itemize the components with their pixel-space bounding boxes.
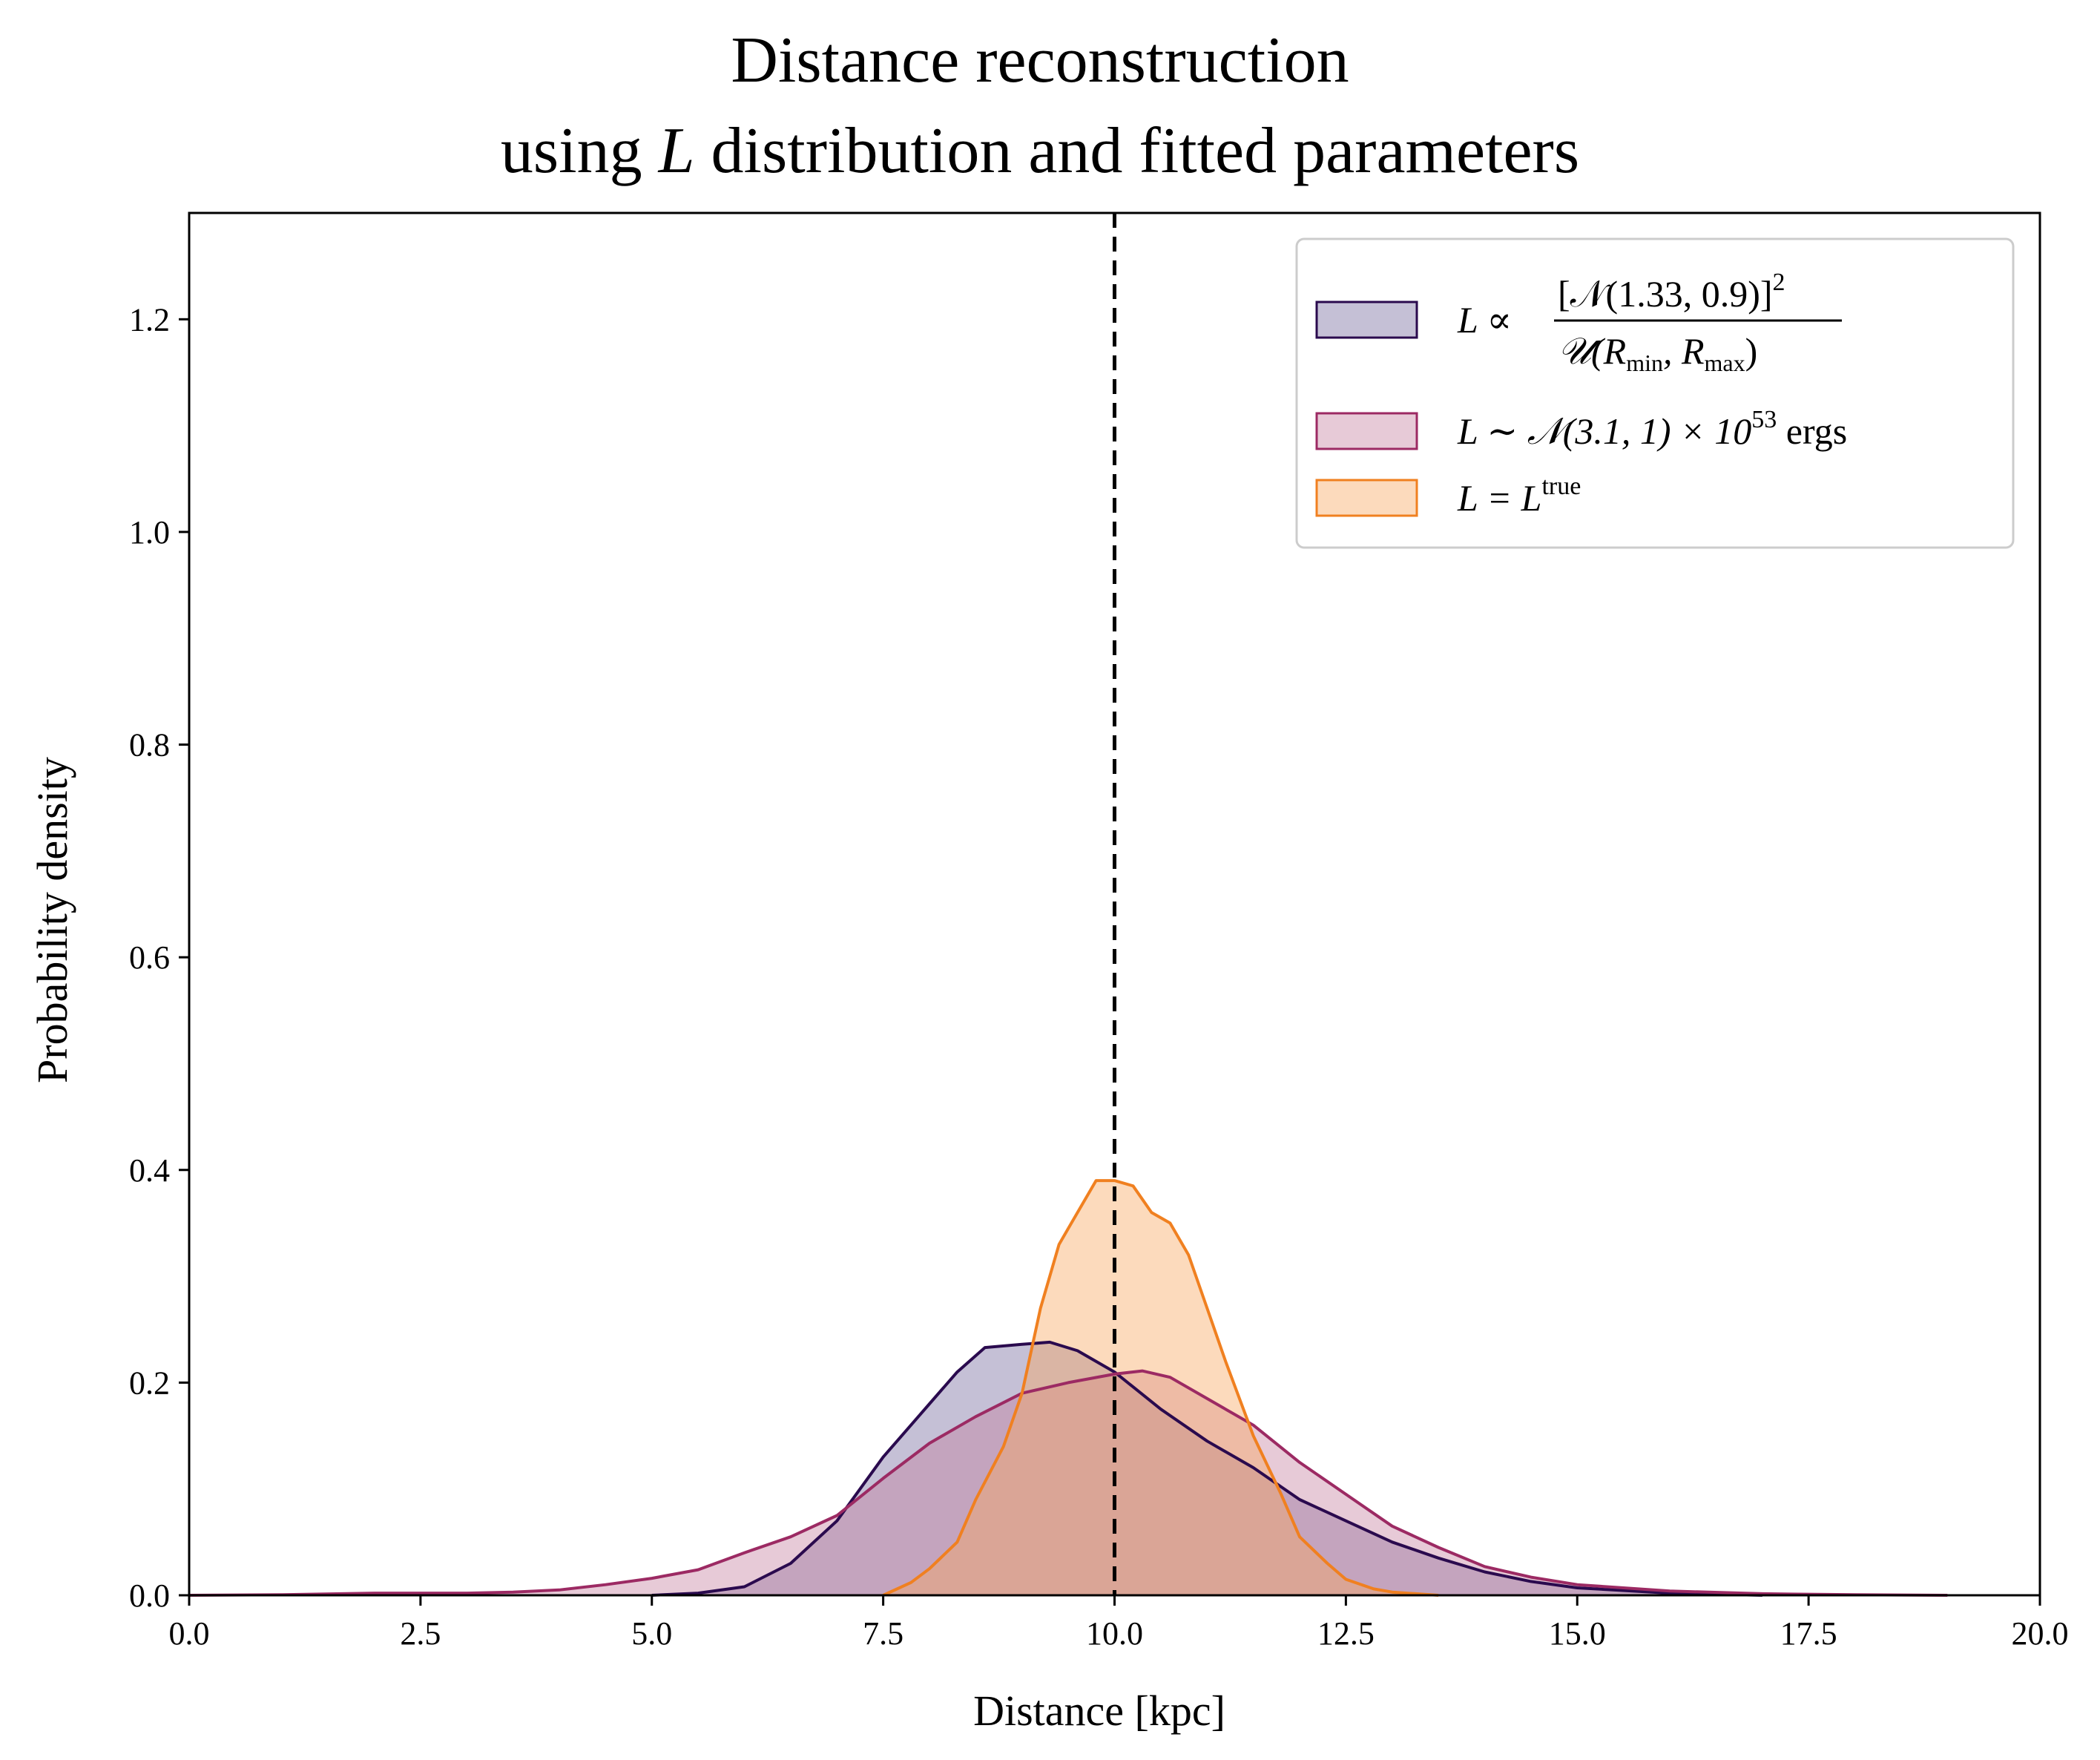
y-tick-label: 0.8	[129, 727, 170, 764]
series-fill-gaussian	[189, 1370, 1948, 1595]
subtitle-variable: L	[657, 115, 695, 187]
series-line-gaussian	[188, 1369, 1948, 1597]
series-line-true	[882, 1179, 1439, 1597]
x-tick-label: 0.0	[169, 1615, 210, 1652]
legend-swatch-gaussian	[1315, 412, 1418, 450]
legend: L ∝ [𝒩(1.33, 0.9)]2 𝒰(Rmin, Rmax) L ∼ 𝒩(…	[1295, 237, 2015, 549]
x-tick-label: 12.5	[1317, 1615, 1375, 1652]
x-tick-label: 5.0	[631, 1615, 672, 1652]
legend-swatch-true	[1315, 479, 1418, 517]
subtitle-suffix: distribution and fitted parameters	[711, 115, 1580, 187]
legend-label-1-denominator: 𝒰(Rmin, Rmax)	[1558, 330, 1757, 376]
legend-label-1-lhs: L ∝	[1457, 299, 1512, 341]
y-tick-label: 1.2	[129, 301, 170, 338]
y-tick-label: 0.0	[129, 1577, 170, 1614]
series-lines	[188, 1179, 1948, 1597]
x-tick-label: 20.0	[2012, 1615, 2069, 1652]
x-axis-ticks: 0.0 2.5 5.0 7.5 10.0 12.5 15.0 17.5 20.0	[169, 1595, 2069, 1652]
chart-subtitle: using L distribution and fitted paramete…	[501, 115, 1579, 187]
y-tick-label: 0.4	[129, 1152, 170, 1189]
y-axis-label: Probability density	[28, 757, 76, 1083]
y-tick-label: 0.2	[129, 1365, 170, 1401]
legend-box	[1295, 237, 2015, 549]
chart-title: Distance reconstruction	[731, 24, 1349, 96]
series-fills	[189, 1181, 1948, 1595]
y-axis-ticks: 0.0 0.2 0.4 0.6 0.8 1.0 1.2	[129, 301, 189, 1614]
series-fill-true	[883, 1181, 1439, 1595]
legend-label-2: L ∼ 𝒩(3.1, 1) × 1053 ergs	[1457, 406, 1847, 452]
series-line-uniform-ratio	[651, 1340, 1762, 1597]
legend-label-3: L = Ltrue	[1457, 473, 1581, 519]
x-tick-label: 7.5	[863, 1615, 903, 1652]
x-tick-label: 17.5	[1780, 1615, 1837, 1652]
legend-label-1-numerator: [𝒩(1.33, 0.9)]2	[1558, 269, 1785, 315]
subtitle-prefix: using	[501, 115, 642, 187]
y-tick-label: 1.0	[129, 514, 170, 551]
legend-swatch-uniform-ratio	[1315, 301, 1418, 339]
x-tick-label: 10.0	[1086, 1615, 1143, 1652]
y-tick-label: 0.6	[129, 939, 170, 976]
x-tick-label: 2.5	[400, 1615, 441, 1652]
x-axis-label: Distance [kpc]	[973, 1687, 1225, 1735]
x-tick-label: 15.0	[1549, 1615, 1606, 1652]
